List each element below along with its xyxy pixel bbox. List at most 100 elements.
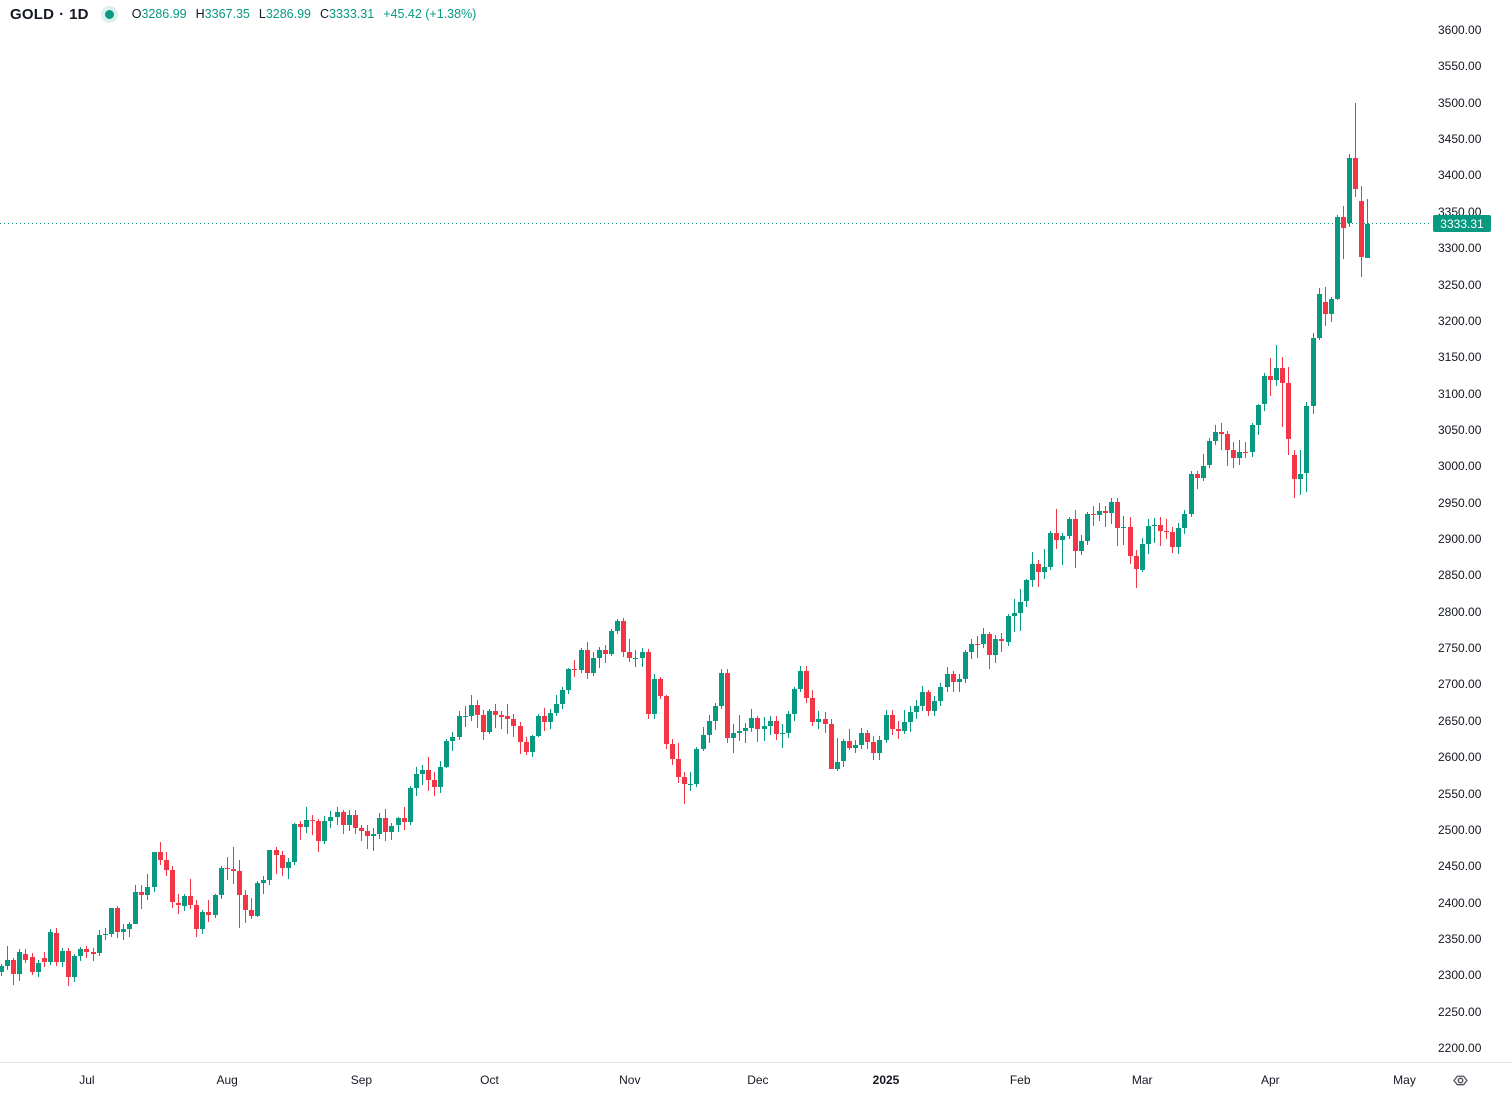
candle-body (1200, 465, 1206, 478)
candle-body (541, 715, 547, 723)
candle-body (1237, 451, 1243, 459)
candle-body (1109, 501, 1115, 513)
candle-body (218, 868, 224, 896)
candle-body (206, 912, 212, 915)
candle-wick (635, 649, 637, 667)
candle-body (1255, 404, 1261, 425)
candle-body (828, 723, 834, 769)
candle-body (1353, 158, 1359, 190)
candle-body (1097, 510, 1102, 515)
candle-body (670, 744, 675, 759)
candle-body (450, 736, 456, 742)
candle-body (1261, 376, 1267, 405)
candle-wick (757, 715, 759, 742)
candle-body (468, 704, 474, 716)
interval-button[interactable]: 1D (69, 5, 89, 23)
candle-wick (1123, 515, 1125, 545)
candle-wick (263, 876, 265, 894)
price-axis[interactable]: 3333.31 3600.00 3550.00 3500.00 3450.00 3400… (1432, 0, 1512, 1062)
axis-settings-button[interactable] (1444, 1069, 1476, 1091)
last-price-dotted-line (0, 223, 1432, 225)
candle-wick (495, 704, 497, 729)
high-value: H3367.35 (195, 7, 250, 21)
candle-body (432, 779, 438, 787)
candle-body (1292, 455, 1298, 480)
candle-body (0, 965, 4, 972)
candle-wick (190, 879, 192, 910)
candle-body (792, 688, 797, 715)
candle-body (743, 728, 749, 731)
candle-wick (733, 724, 734, 754)
price-tick-label: 2200.00 (1438, 1041, 1482, 1055)
candle-body (23, 953, 29, 960)
candle-body (377, 818, 383, 835)
candle-wick (1038, 560, 1039, 587)
candle-body (474, 704, 480, 715)
candle-body (328, 816, 334, 822)
price-tick-label: 2750.00 (1438, 641, 1482, 656)
candle-body (975, 643, 980, 645)
candle-wick (251, 897, 253, 919)
candle-body (590, 658, 596, 673)
candle-body (127, 923, 133, 929)
candle-wick (1355, 102, 1357, 198)
candle-body (1084, 513, 1090, 542)
candle-body (1359, 200, 1365, 257)
candle-body (358, 827, 364, 831)
candle-body (1273, 368, 1279, 381)
candle-wick (507, 704, 509, 734)
price-tick-label: 3450.00 (1438, 132, 1482, 147)
candle-body (340, 812, 346, 825)
price-tick-label: 3400.00 (1438, 168, 1482, 183)
candle-wick (1062, 532, 1064, 566)
candle-body (1090, 513, 1096, 515)
candle-body (1066, 518, 1072, 537)
candle-body (926, 691, 932, 712)
price-tick-label: 2500.00 (1438, 822, 1482, 837)
candle-body (663, 696, 669, 745)
candle-body (5, 960, 11, 966)
candle-wick (373, 828, 375, 851)
price-tick-label: 3050.00 (1438, 422, 1482, 437)
candle-body (517, 725, 523, 742)
market-status-dot-icon[interactable] (100, 5, 118, 23)
candle-body (645, 652, 651, 715)
candle-body (230, 869, 236, 872)
candle-body (901, 722, 907, 731)
last-price-badge: 3333.31 (1433, 215, 1491, 233)
candle-body (938, 687, 944, 702)
time-axis[interactable]: Jul Aug Sep Oct Nov Dec 2025 Feb Mar Apr May (0, 1062, 1512, 1095)
symbol-button[interactable]: GOLD (10, 5, 55, 23)
candle-body (1036, 563, 1041, 572)
candle-body (1115, 501, 1121, 529)
candle-body (255, 882, 261, 916)
candle-body (1328, 299, 1334, 314)
legend-separator: · (59, 5, 65, 23)
candle-body (72, 955, 78, 978)
candle-body (17, 952, 23, 974)
price-tick-label: 2300.00 (1438, 968, 1482, 983)
candle-body (316, 821, 322, 842)
candle-body (139, 891, 145, 895)
candle-body (163, 859, 169, 870)
candle-body (956, 678, 962, 683)
candle-wick (629, 639, 631, 662)
candle-wick (1221, 423, 1222, 451)
time-tick-label-sep: Sep (350, 1073, 373, 1087)
candle-body (834, 761, 840, 769)
candle-body (1182, 514, 1188, 529)
chart-canvas[interactable] (0, 0, 1432, 1062)
candle-body (651, 679, 657, 715)
candle-body (157, 852, 163, 860)
candle-body (121, 928, 126, 933)
candle-body (438, 766, 444, 787)
time-tick-label-oct: Oct (480, 1073, 499, 1087)
candle-body (1017, 601, 1023, 614)
candle-body (846, 741, 852, 748)
candle-body (724, 672, 730, 739)
candle-wick (367, 824, 368, 850)
candle-body (529, 736, 535, 753)
time-tick-label-may: May (1393, 1073, 1416, 1087)
ohlc-values: O3286.99 H3367.35 L3286.99 C3333.31 +45.… (132, 7, 477, 21)
price-tick-label: 3150.00 (1438, 350, 1482, 365)
